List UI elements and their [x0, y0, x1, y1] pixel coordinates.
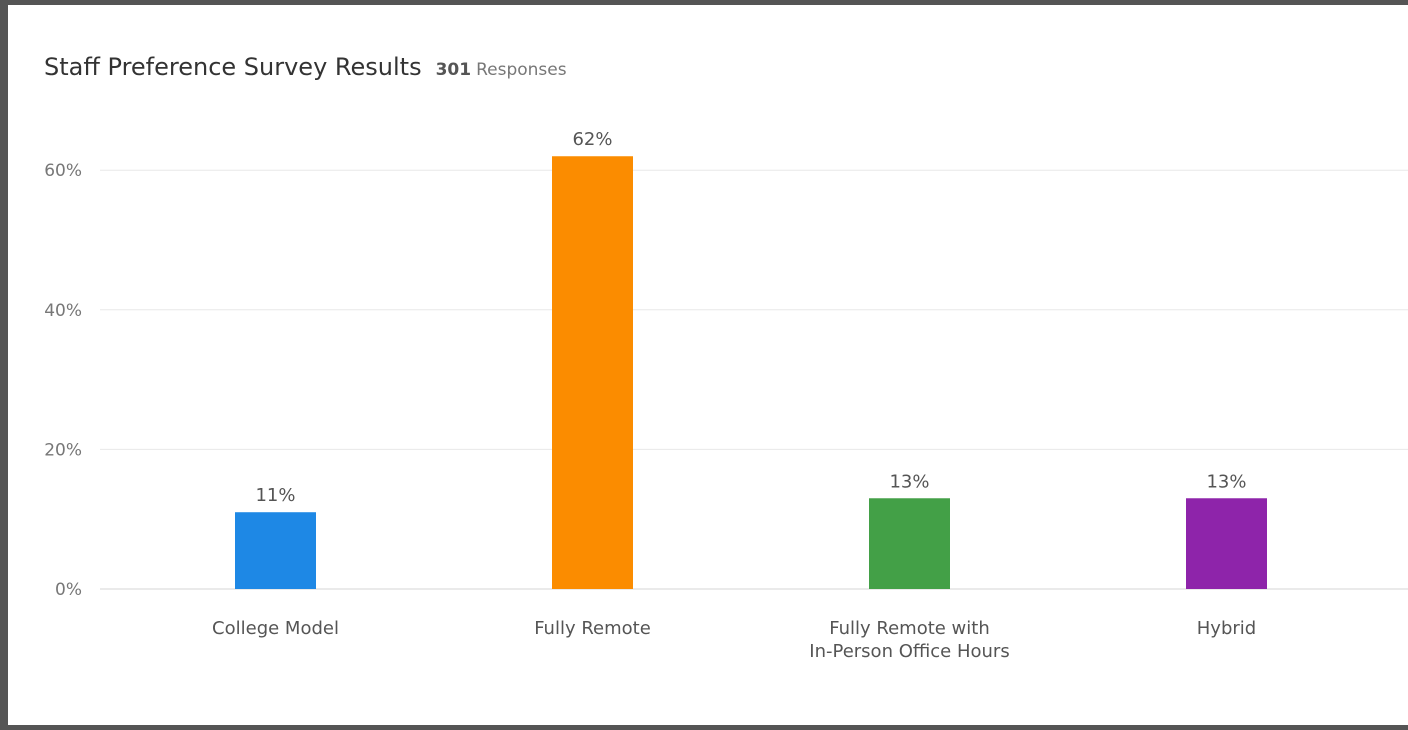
bar [235, 512, 316, 589]
chart-title: Staff Preference Survey Results [44, 53, 422, 81]
response-label: Responses [476, 60, 567, 80]
category-label: Fully Remote with [829, 618, 990, 639]
data-label: 13% [889, 471, 929, 492]
category-label: Hybrid [1197, 618, 1256, 639]
category-label: College Model [212, 618, 339, 639]
bar [1186, 498, 1267, 589]
chart-header: Staff Preference Survey Results 301 Respo… [44, 53, 567, 81]
y-tick-label: 60% [44, 161, 82, 181]
bar-chart: 0% 20% 40% 60% 11% College Model 62% Fully Remo… [44, 129, 1408, 662]
y-tick-label: 20% [44, 440, 82, 460]
response-summary: 301 Responses [436, 60, 567, 80]
category-label: Fully Remote [534, 618, 651, 639]
bar [552, 156, 633, 590]
y-tick-label: 0% [55, 580, 82, 600]
bar [869, 498, 950, 589]
y-tick-label: 40% [44, 301, 82, 321]
data-label: 11% [255, 485, 295, 506]
response-count: 301 [435, 60, 472, 80]
data-label: 62% [572, 129, 612, 150]
category-label: In-Person Office Hours [809, 641, 1009, 662]
data-label: 13% [1206, 471, 1246, 492]
